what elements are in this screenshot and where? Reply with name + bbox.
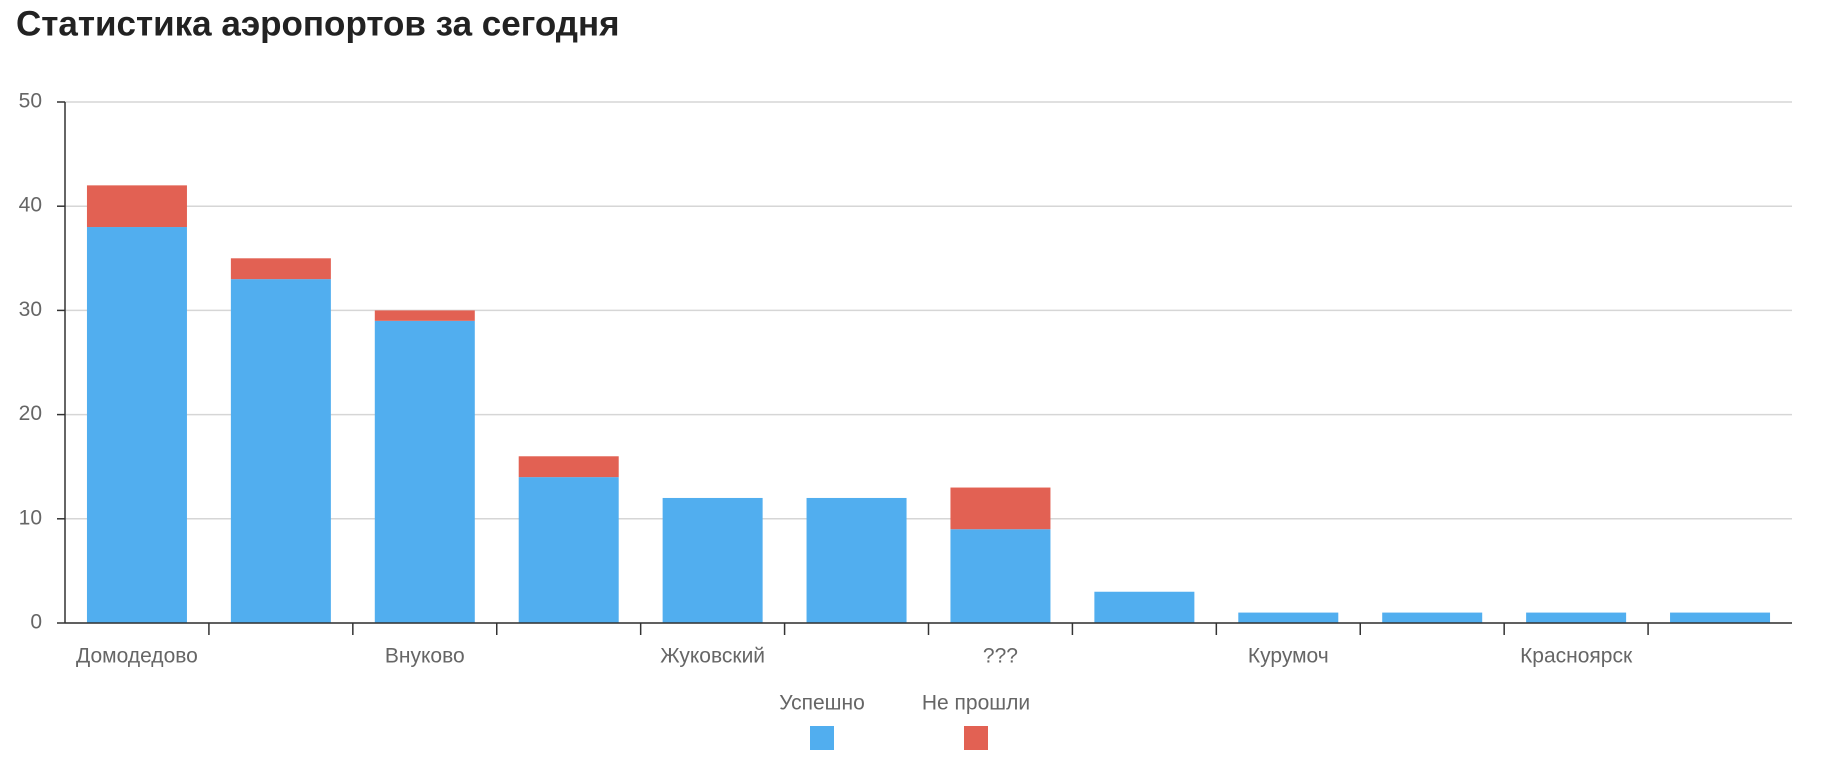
x-tick-label: ??? <box>983 645 1018 668</box>
x-tick-label: Красноярск <box>1520 645 1633 668</box>
legend-swatch <box>964 726 988 750</box>
legend-label: Не прошли <box>922 692 1030 715</box>
y-tick-label: 50 <box>19 90 42 113</box>
bar-segment <box>1238 612 1339 623</box>
bar-segment <box>518 456 619 478</box>
chart-title: Статистика аэропортов за сегодня <box>16 4 620 43</box>
bar-segment <box>374 310 475 321</box>
bar-segment <box>518 477 619 623</box>
y-tick-label: 0 <box>30 611 42 634</box>
y-tick-label: 40 <box>19 194 42 217</box>
x-tick-label: Внуково <box>385 645 465 668</box>
legend-label: Успешно <box>779 692 865 715</box>
bar-segment <box>374 320 475 623</box>
legend-swatch <box>810 726 834 750</box>
bar-segment <box>1382 612 1483 623</box>
x-tick-label: Домодедово <box>76 645 198 668</box>
bar-segment <box>86 185 187 228</box>
x-tick-label: Жуковский <box>660 645 765 668</box>
bar-segment <box>1670 612 1771 623</box>
bar-segment <box>950 529 1051 623</box>
bar-segment <box>662 497 763 623</box>
bar-segment <box>950 487 1051 530</box>
bar-segment <box>230 279 331 623</box>
bar-segment <box>806 497 907 623</box>
y-tick-label: 30 <box>19 298 42 321</box>
bar-segment <box>230 258 331 280</box>
y-tick-label: 20 <box>19 402 42 425</box>
y-tick-label: 10 <box>19 506 42 529</box>
bar-segment <box>1526 612 1627 623</box>
bar-segment <box>86 227 187 624</box>
x-tick-label: Курумоч <box>1248 645 1329 668</box>
bar-segment <box>1094 591 1195 623</box>
